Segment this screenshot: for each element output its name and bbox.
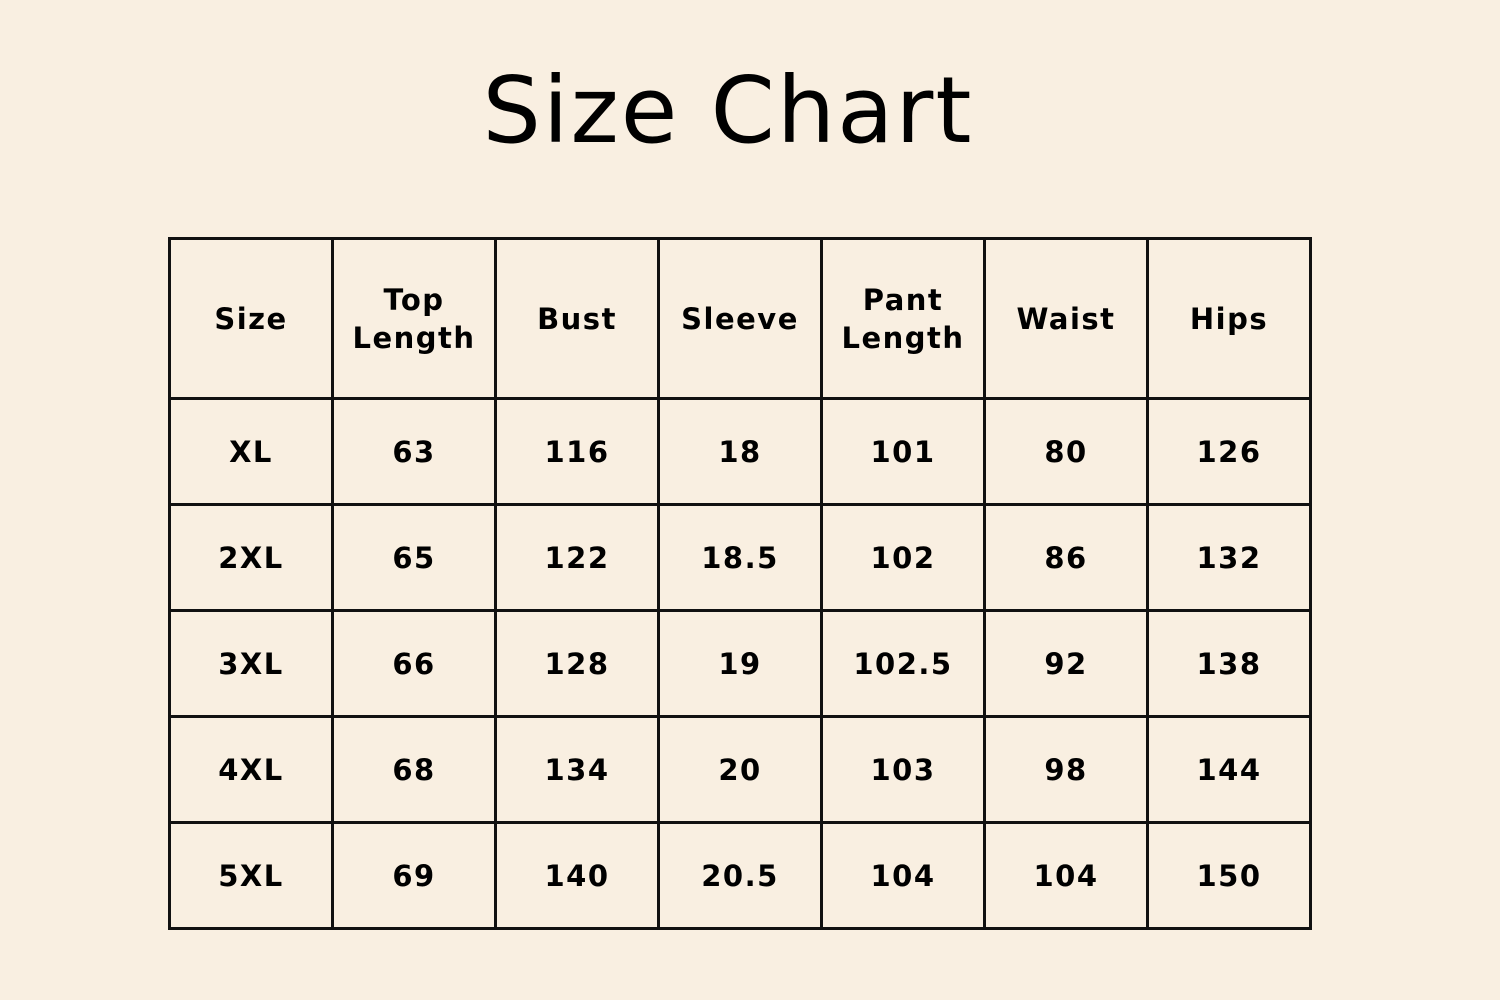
value-cell: 150 [1146,821,1312,930]
value-cell: 101 [820,397,986,506]
value-cell: 122 [494,503,660,612]
value-cell: 116 [494,397,660,506]
value-cell: 68 [331,715,497,824]
value-cell: 20 [657,715,823,824]
value-cell: 20.5 [657,821,823,930]
column-header-text: Sleeve [681,301,799,336]
column-header-text: Pant [862,282,944,317]
table-row: 5XL 69 140 20.5 104 104 150 [168,821,1312,930]
value-cell: 80 [983,397,1149,506]
value-cell: 19 [657,609,823,718]
column-header: Bust [494,237,660,400]
value-cell: 18 [657,397,823,506]
size-cell: XL [168,397,334,506]
value-cell: 126 [1146,397,1312,506]
size-cell: 4XL [168,715,334,824]
column-header: Size [168,237,334,400]
column-header-text: Size [214,301,288,336]
table-row: 4XL 68 134 20 103 98 144 [168,715,1312,824]
value-cell: 86 [983,503,1149,612]
value-cell: 104 [983,821,1149,930]
value-cell: 65 [331,503,497,612]
value-cell: 102.5 [820,609,986,718]
column-header-text: Hips [1189,301,1269,336]
column-header: Pant Length [820,237,986,400]
column-header: Hips [1146,237,1312,400]
value-cell: 18.5 [657,503,823,612]
value-cell: 134 [494,715,660,824]
value-cell: 63 [331,397,497,506]
value-cell: 144 [1146,715,1312,824]
column-header-text: Waist [1016,301,1116,336]
value-cell: 66 [331,609,497,718]
value-cell: 98 [983,715,1149,824]
value-cell: 132 [1146,503,1312,612]
size-cell: 5XL [168,821,334,930]
column-header-text: Length [352,320,476,355]
value-cell: 102 [820,503,986,612]
table-row: 2XL 65 122 18.5 102 86 132 [168,503,1312,612]
size-chart-table: Size Top Length Bust Sleeve Pant Length Waist Hi… [168,237,1312,930]
table-row: 3XL 66 128 19 102.5 92 138 [168,609,1312,718]
value-cell: 103 [820,715,986,824]
size-cell: 2XL [168,503,334,612]
column-header-text: Bust [537,301,617,336]
header-row: Size Top Length Bust Sleeve Pant Length Waist Hi… [168,237,1312,400]
column-header-text: Length [841,320,965,355]
value-cell: 104 [820,821,986,930]
column-header: Waist [983,237,1149,400]
value-cell: 92 [983,609,1149,718]
page-title: Size Chart [482,57,974,164]
column-header: Top Length [331,237,497,400]
column-header-text: Top [383,282,445,317]
value-cell: 128 [494,609,660,718]
value-cell: 140 [494,821,660,930]
size-cell: 3XL [168,609,334,718]
column-header: Sleeve [657,237,823,400]
value-cell: 69 [331,821,497,930]
table-row: XL 63 116 18 101 80 126 [168,397,1312,506]
value-cell: 138 [1146,609,1312,718]
